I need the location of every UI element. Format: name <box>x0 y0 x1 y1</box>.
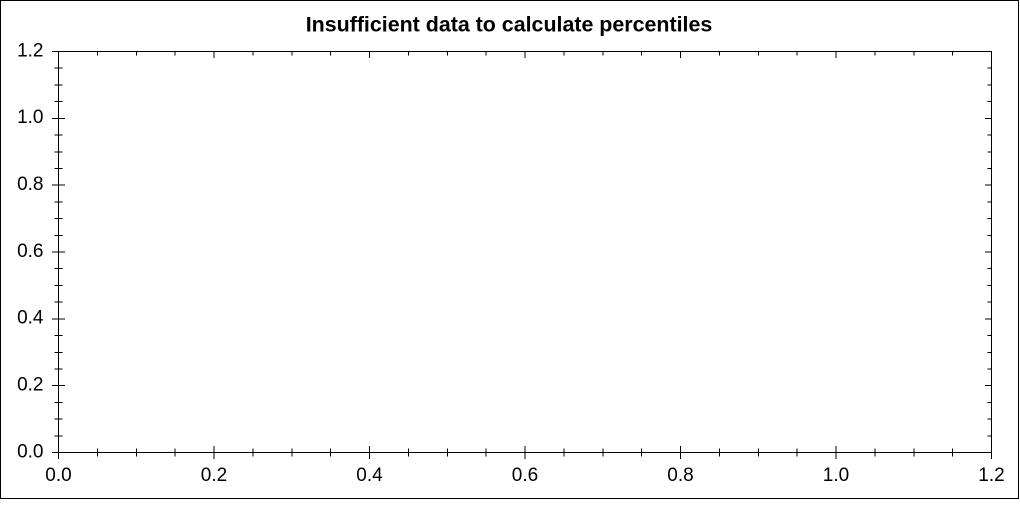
svg-text:1.2: 1.2 <box>17 40 43 61</box>
svg-text:0.4: 0.4 <box>17 308 44 329</box>
svg-text:1.2: 1.2 <box>978 465 1004 486</box>
svg-text:0.2: 0.2 <box>201 465 227 486</box>
svg-text:0.2: 0.2 <box>17 375 43 396</box>
svg-text:0.8: 0.8 <box>667 465 693 486</box>
svg-text:0.4: 0.4 <box>356 465 383 486</box>
svg-text:Insufficient data to calculate: Insufficient data to calculate percentil… <box>306 12 713 36</box>
svg-text:0.6: 0.6 <box>512 465 538 486</box>
svg-text:1.0: 1.0 <box>17 107 43 128</box>
svg-text:0.6: 0.6 <box>17 241 43 262</box>
svg-text:1.0: 1.0 <box>823 465 849 486</box>
svg-text:0.0: 0.0 <box>17 441 43 462</box>
svg-text:0.0: 0.0 <box>45 465 71 486</box>
svg-text:0.8: 0.8 <box>17 174 43 195</box>
